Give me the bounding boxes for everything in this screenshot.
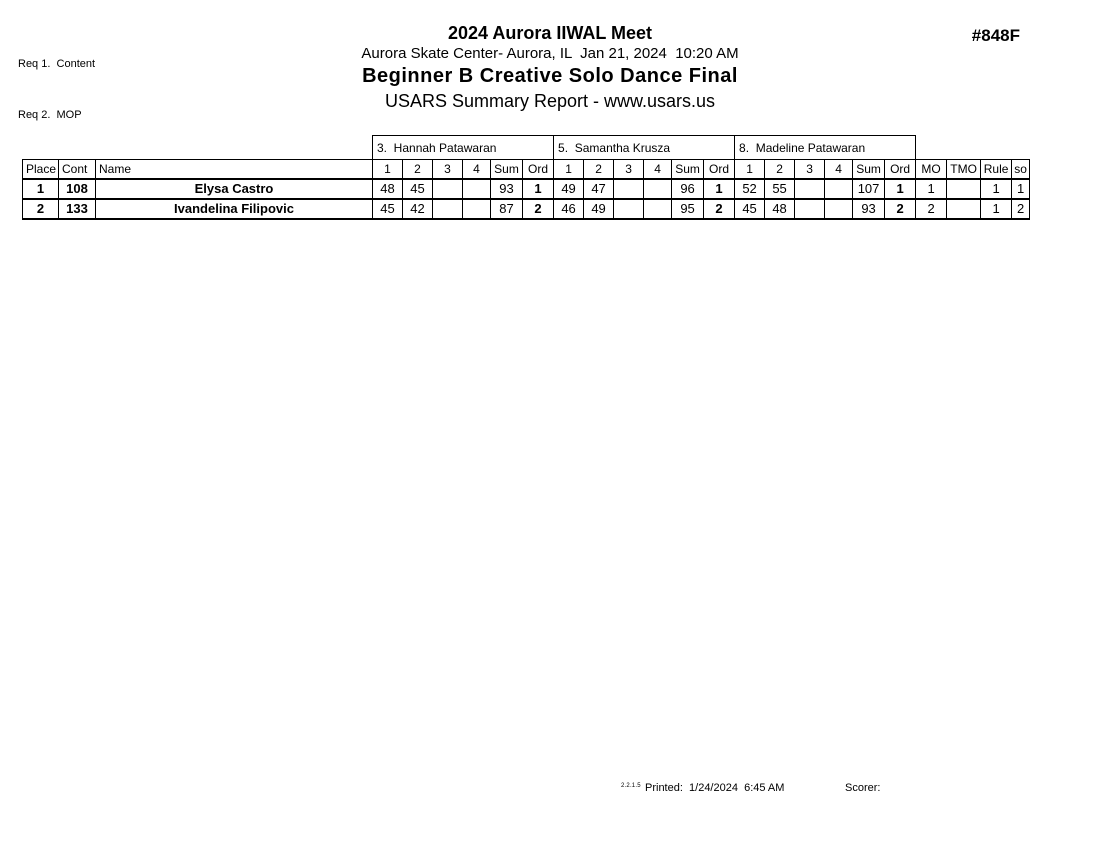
requirements-block: Req 1. Content Req 2. MOP [18, 22, 95, 141]
table-row: 2 133 Ivandelina Filipovic 45 42 87 2 46… [22, 198, 1031, 220]
column-header-row: Place Cont Name 1 2 3 4 Sum Ord 1 2 3 4 … [22, 159, 1031, 180]
col-header-tmo: TMO [946, 159, 982, 180]
ord-cell: 2 [884, 198, 917, 220]
sum-cell: 93 [490, 178, 523, 200]
score-cell: 42 [402, 198, 433, 220]
score-cell: 47 [583, 178, 615, 200]
mo-cell: 1 [915, 178, 948, 200]
col-header-rule: Rule [980, 159, 1013, 180]
so-cell: 2 [1011, 198, 1031, 220]
tmo-cell [946, 178, 982, 200]
score-cell [824, 198, 854, 220]
report-type-line: USARS Summary Report - www.usars.us [384, 91, 716, 111]
col-header-j3-1: 1 [734, 159, 766, 180]
rule-cell: 1 [980, 198, 1013, 220]
ord-cell: 2 [521, 198, 555, 220]
ord-cell: 1 [521, 178, 555, 200]
judge-3-name: 8. Madeline Patawaran [734, 135, 917, 160]
col-header-j2-3: 3 [613, 159, 645, 180]
mo-cell: 2 [915, 198, 948, 220]
col-header-j1-ord: Ord [521, 159, 555, 180]
col-header-j3-3: 3 [794, 159, 826, 180]
software-version: 2.2.1.5 [621, 783, 641, 789]
score-cell [643, 178, 673, 200]
ord-cell: 1 [884, 178, 917, 200]
scorer-label: Scorer: [845, 782, 881, 794]
col-header-j1-sum: Sum [490, 159, 523, 180]
score-cell: 45 [402, 178, 433, 200]
score-cell: 48 [372, 178, 403, 200]
judge-row-right-spacer [916, 136, 1030, 160]
score-cell [432, 178, 463, 200]
place-cell: 2 [22, 198, 59, 220]
col-header-so: so [1011, 159, 1031, 180]
score-cell [613, 198, 645, 220]
event-title: Beginner B Creative Solo Dance Final [362, 65, 738, 87]
sum-cell: 95 [671, 198, 705, 220]
col-header-j1-3: 3 [432, 159, 463, 180]
report-number: #848F [971, 26, 1020, 45]
col-header-j2-2: 2 [583, 159, 615, 180]
score-cell [462, 198, 491, 220]
score-cell: 46 [553, 198, 585, 220]
tmo-cell [946, 198, 982, 220]
report-header: 2024 Aurora IIWAL Meet Aurora Skate Cent… [0, 23, 1100, 113]
col-header-j3-ord: Ord [884, 159, 917, 180]
sum-cell: 96 [671, 178, 705, 200]
judge-2-name: 5. Samantha Krusza [553, 135, 736, 160]
name-cell: Elysa Castro [95, 178, 373, 200]
score-cell: 52 [734, 178, 766, 200]
col-header-j2-ord: Ord [703, 159, 736, 180]
rule-cell: 1 [980, 178, 1013, 200]
score-cell [613, 178, 645, 200]
col-header-place: Place [22, 159, 59, 180]
table-row: 1 108 Elysa Castro 48 45 93 1 49 47 96 1… [22, 178, 1031, 200]
score-cell: 49 [583, 198, 615, 220]
score-cell: 45 [372, 198, 403, 220]
score-cell [824, 178, 854, 200]
judge-row-left-spacer [23, 136, 373, 160]
meet-title: 2024 Aurora IIWAL Meet [447, 23, 653, 43]
score-cell [794, 178, 826, 200]
col-header-j3-2: 2 [764, 159, 796, 180]
col-header-j3-4: 4 [824, 159, 854, 180]
col-header-name: Name [95, 159, 373, 180]
sum-cell: 107 [852, 178, 886, 200]
printed-timestamp: Printed: 1/24/2024 6:45 AM [645, 782, 785, 794]
name-cell: Ivandelina Filipovic [95, 198, 373, 220]
col-header-cont: Cont [58, 159, 96, 180]
sum-cell: 87 [490, 198, 523, 220]
so-cell: 1 [1011, 178, 1031, 200]
req-line-1: Req 1. Content [18, 58, 96, 70]
score-cell [643, 198, 673, 220]
venue-date-line: Aurora Skate Center- Aurora, IL Jan 21, … [361, 45, 739, 62]
col-header-mo: MO [915, 159, 948, 180]
req-line-2: Req 2. MOP [18, 109, 82, 121]
score-cell: 49 [553, 178, 585, 200]
judge-1-name: 3. Hannah Patawaran [371, 135, 555, 160]
results-table: 3. Hannah Patawaran 5. Samantha Krusza 8… [22, 135, 1031, 220]
col-header-j3-sum: Sum [852, 159, 886, 180]
score-cell: 48 [764, 198, 796, 220]
score-cell: 45 [734, 198, 766, 220]
score-cell [432, 198, 463, 220]
place-cell: 1 [22, 178, 59, 200]
ord-cell: 2 [703, 198, 736, 220]
sum-cell: 93 [852, 198, 886, 220]
col-header-j2-sum: Sum [671, 159, 705, 180]
col-header-j1-1: 1 [372, 159, 403, 180]
ord-cell: 1 [703, 178, 736, 200]
judge-header-row: 3. Hannah Patawaran 5. Samantha Krusza 8… [23, 135, 1030, 160]
col-header-j2-4: 4 [643, 159, 673, 180]
score-cell [794, 198, 826, 220]
col-header-j1-4: 4 [462, 159, 491, 180]
col-header-j1-2: 2 [402, 159, 433, 180]
cont-cell: 133 [58, 198, 96, 220]
col-header-j2-1: 1 [553, 159, 585, 180]
score-cell [462, 178, 491, 200]
cont-cell: 108 [58, 178, 96, 200]
score-cell: 55 [764, 178, 796, 200]
